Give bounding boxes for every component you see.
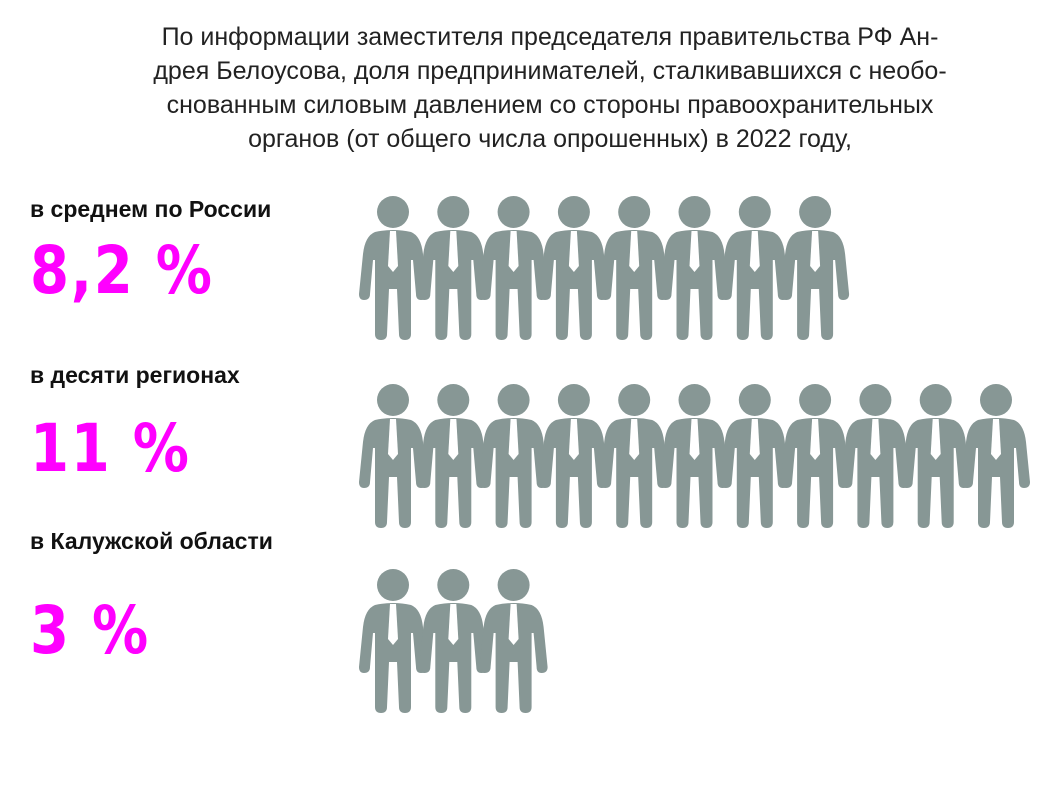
businessman-icon	[901, 384, 970, 528]
value-kaluga: 3 %	[30, 592, 150, 669]
businessman-icon	[660, 384, 729, 528]
businessman-icon	[479, 196, 548, 340]
businessman-icon	[600, 384, 669, 528]
title-line: дрея Белоусова, доля предпринимателей, с…	[153, 57, 947, 85]
label-ten-regions: в десяти регионах	[30, 362, 240, 388]
title: По информации заместителя председателя п…	[60, 20, 1040, 156]
label-kaluga: в Калужской области	[30, 528, 273, 554]
title-line: органов (от общего числа опрошенных) в 2…	[248, 125, 852, 153]
businessman-icon	[539, 196, 608, 340]
businessman-icon	[419, 196, 488, 340]
businessman-icon	[359, 569, 427, 713]
businessman-icon	[720, 384, 789, 528]
businessman-icon	[419, 384, 488, 528]
businessman-icon	[841, 384, 910, 528]
businessman-icon	[962, 384, 1030, 528]
businessman-icon	[660, 196, 729, 340]
value-ten-regions: 11 %	[30, 410, 191, 487]
businessman-icon	[539, 384, 608, 528]
icon-row-russia	[359, 196, 850, 340]
businessman-icon	[359, 196, 427, 340]
icon-row-kaluga	[359, 569, 548, 713]
businessman-icon	[479, 569, 548, 713]
title-line: По информации заместителя председателя п…	[161, 23, 939, 51]
icon-row-ten-regions	[359, 384, 1030, 528]
businessman-icon	[781, 384, 850, 528]
businessman-icon	[479, 384, 548, 528]
value-russia: 8,2 %	[30, 232, 214, 309]
businessman-icon	[720, 196, 789, 340]
businessman-icon	[781, 196, 850, 340]
title-line: снованным силовым давлением со стороны п…	[166, 91, 934, 119]
businessman-icon	[600, 196, 669, 340]
businessman-icon	[419, 569, 488, 713]
businessman-icon	[359, 384, 427, 528]
label-russia: в среднем по России	[30, 196, 272, 222]
